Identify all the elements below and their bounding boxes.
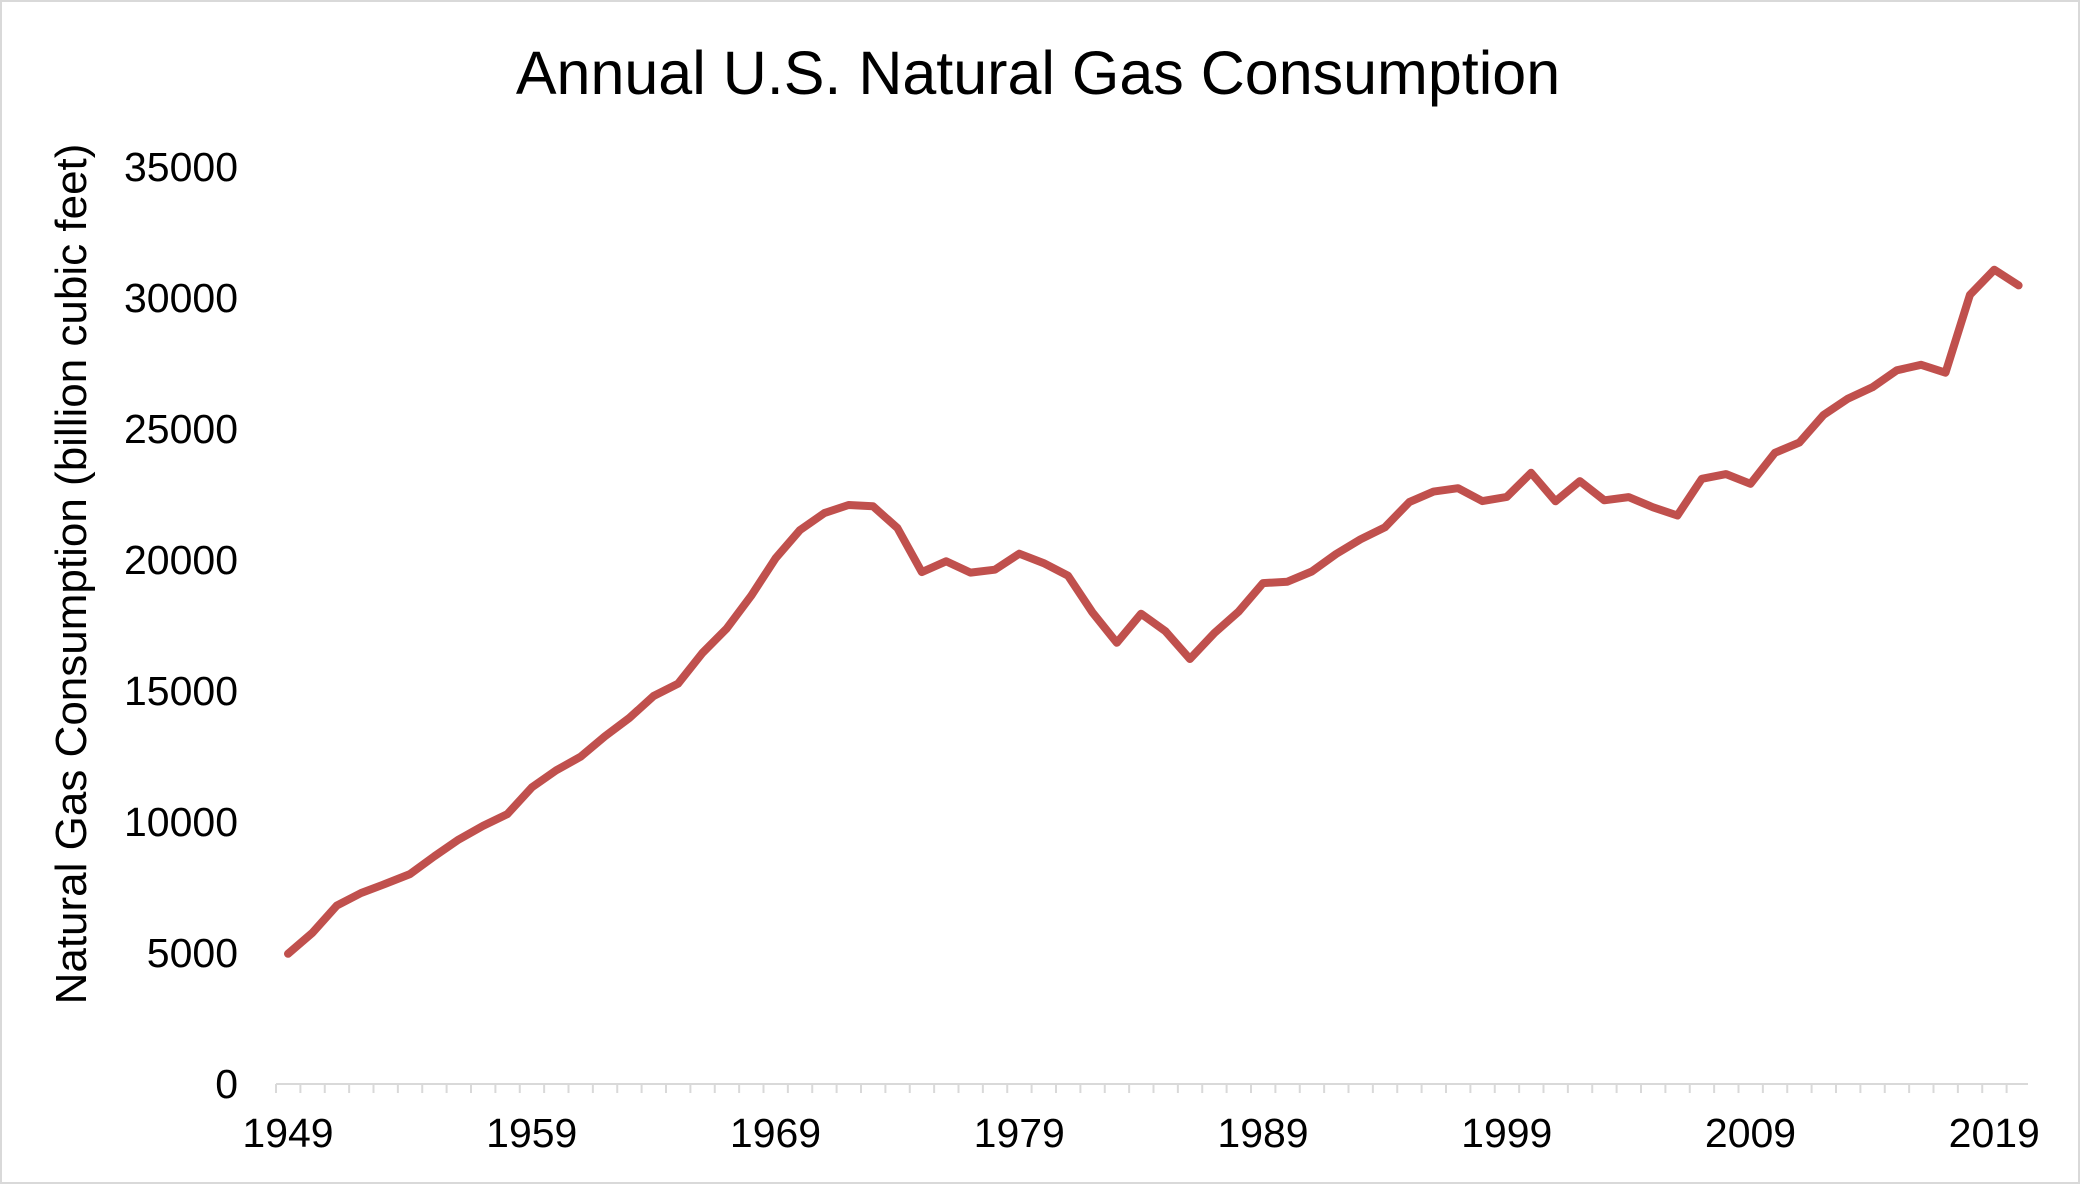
data-point: [848, 504, 850, 506]
data-point: [409, 873, 411, 875]
data-point: [311, 932, 313, 934]
data-point: [1847, 398, 1849, 400]
y-tick-label: 0: [215, 1061, 238, 1107]
data-point: [1189, 658, 1191, 660]
data-point: [1774, 452, 1776, 454]
data-point: [1652, 506, 1654, 508]
data-point: [506, 813, 508, 815]
x-tick-label: 2009: [1705, 1110, 1796, 1156]
data-point: [1335, 553, 1337, 555]
data-point: [580, 756, 582, 758]
data-point: [1043, 562, 1045, 564]
data-point: [1750, 483, 1752, 485]
data-point: [555, 769, 557, 771]
y-tick-label: 20000: [124, 537, 238, 583]
data-point: [1433, 491, 1435, 493]
data-point: [653, 695, 655, 697]
data-point: [628, 717, 630, 719]
data-point: [1555, 500, 1557, 502]
data-point: [775, 557, 777, 559]
data-point: [701, 652, 703, 654]
y-tick-label: 30000: [124, 275, 238, 321]
data-point: [799, 529, 801, 531]
data-point: [482, 825, 484, 827]
data-point: [336, 905, 338, 907]
data-point: [1140, 613, 1142, 615]
data-point: [1165, 630, 1167, 632]
chart-title: Annual U.S. Natural Gas Consumption: [516, 39, 1560, 107]
data-point: [896, 527, 898, 529]
data-point: [872, 505, 874, 507]
data-point: [1506, 496, 1508, 498]
data-point: [1993, 269, 1995, 271]
data-point: [1628, 496, 1630, 498]
data-point: [1896, 369, 1898, 371]
x-tick-label: 1979: [974, 1110, 1065, 1156]
data-point: [1238, 611, 1240, 613]
data-point: [970, 572, 972, 574]
data-point: [1360, 538, 1362, 540]
data-point: [1871, 386, 1873, 388]
data-point: [1701, 478, 1703, 480]
data-point: [823, 512, 825, 514]
y-tick-label: 10000: [124, 799, 238, 845]
data-point: [1725, 473, 1727, 475]
data-point: [1530, 472, 1532, 474]
y-axis-title: Natural Gas Consumption (billion cubic f…: [47, 144, 96, 1005]
data-point: [2018, 284, 2020, 286]
x-tick-marks: [275, 1084, 2008, 1093]
data-point: [433, 855, 435, 857]
data-point: [1213, 632, 1215, 634]
x-tick-label: 1959: [486, 1110, 577, 1156]
data-point: [921, 571, 923, 573]
data-point: [385, 883, 387, 885]
data-point: [1823, 414, 1825, 416]
data-point: [1603, 499, 1605, 501]
x-tick-label: 1989: [1217, 1110, 1308, 1156]
data-point: [1311, 571, 1313, 573]
data-point: [1579, 480, 1581, 482]
data-point: [1798, 442, 1800, 444]
x-tick-label: 1949: [242, 1110, 333, 1156]
data-point: [1676, 515, 1678, 517]
data-point: [1408, 501, 1410, 503]
data-point: [1384, 526, 1386, 528]
data-point: [604, 735, 606, 737]
x-tick-label: 1969: [730, 1110, 821, 1156]
data-point: [458, 839, 460, 841]
y-tick-label: 15000: [124, 668, 238, 714]
data-point: [1457, 487, 1459, 489]
y-tick-label: 35000: [124, 144, 238, 190]
data-point: [1286, 581, 1288, 583]
data-point: [945, 560, 947, 562]
data-point: [360, 892, 362, 894]
y-tick-label: 5000: [147, 930, 238, 976]
data-point: [726, 627, 728, 629]
data-point: [1945, 372, 1947, 374]
series-group: [284, 265, 2023, 958]
data-point: [1067, 575, 1069, 577]
data-point: [750, 595, 752, 597]
data-point: [677, 683, 679, 685]
y-tick-label: 25000: [124, 406, 238, 452]
data-point: [1481, 500, 1483, 502]
x-tick-label: 2019: [1949, 1110, 2040, 1156]
data-point: [994, 569, 996, 571]
data-point: [1920, 364, 1922, 366]
x-tick-label: 1999: [1461, 1110, 1552, 1156]
data-point: [287, 953, 289, 955]
data-point: [1018, 553, 1020, 555]
series-line: [284, 265, 2023, 958]
data-point: [1091, 611, 1093, 613]
data-point: [1262, 582, 1264, 584]
data-point: [531, 786, 533, 788]
x-tick-labels: 1949 1959 1969 1979 1989 1999 2009 2019: [242, 1110, 2039, 1156]
y-tick-labels: 0 5000 10000 15000 20000 25000 30000 35000: [124, 144, 238, 1107]
data-point: [1969, 294, 1971, 296]
data-point: [1116, 642, 1118, 644]
